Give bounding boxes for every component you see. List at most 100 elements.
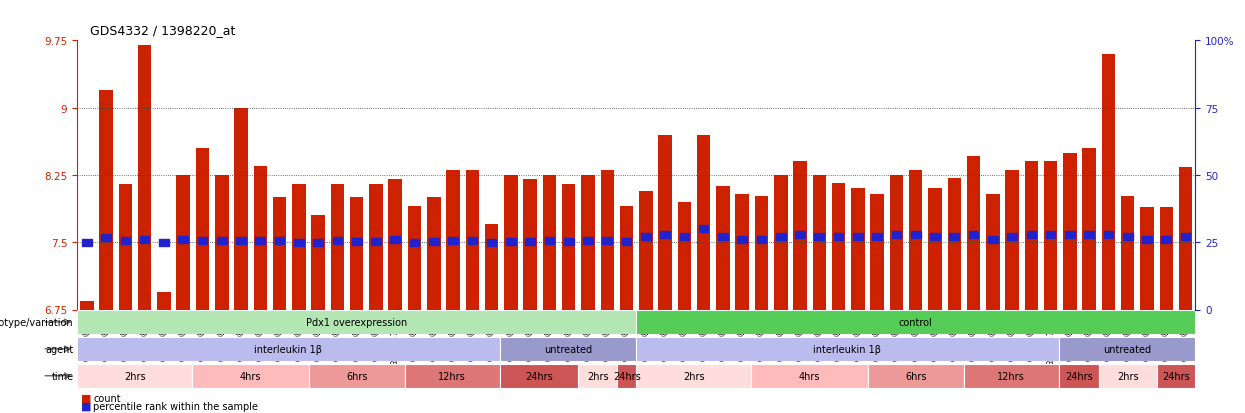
- Bar: [217, 237, 227, 244]
- Bar: [273, 198, 286, 310]
- Bar: [430, 238, 438, 245]
- Bar: [774, 176, 788, 310]
- Bar: [159, 239, 169, 246]
- Bar: [1180, 234, 1190, 241]
- Text: 12hrs: 12hrs: [438, 371, 466, 381]
- Text: genotype/variation: genotype/variation: [0, 317, 73, 327]
- Bar: [1043, 162, 1057, 310]
- FancyBboxPatch shape: [1099, 364, 1157, 388]
- Text: percentile rank within the sample: percentile rank within the sample: [93, 401, 259, 411]
- Bar: [873, 234, 881, 241]
- Bar: [754, 197, 768, 310]
- FancyBboxPatch shape: [636, 364, 751, 388]
- Text: 24hrs: 24hrs: [613, 371, 641, 381]
- Text: 24hrs: 24hrs: [1163, 371, 1190, 381]
- Bar: [986, 195, 1000, 310]
- Bar: [698, 226, 708, 233]
- Bar: [716, 186, 730, 310]
- Bar: [543, 176, 557, 310]
- Text: 2hrs: 2hrs: [684, 371, 705, 381]
- Text: count: count: [93, 393, 121, 403]
- FancyBboxPatch shape: [77, 310, 636, 334]
- Text: interleukin 1β: interleukin 1β: [813, 344, 881, 354]
- Text: untreated: untreated: [1103, 344, 1152, 354]
- FancyBboxPatch shape: [578, 364, 618, 388]
- Bar: [564, 238, 574, 245]
- Bar: [198, 237, 208, 244]
- Bar: [776, 234, 786, 241]
- Bar: [331, 185, 344, 310]
- Bar: [1084, 231, 1094, 238]
- Bar: [1103, 231, 1113, 238]
- Bar: [621, 238, 631, 245]
- Bar: [275, 237, 284, 244]
- Bar: [294, 239, 304, 246]
- Bar: [178, 237, 188, 243]
- Bar: [80, 301, 93, 310]
- Bar: [1064, 231, 1074, 238]
- Bar: [853, 234, 863, 241]
- FancyBboxPatch shape: [751, 364, 868, 388]
- Bar: [603, 237, 613, 244]
- Bar: [967, 157, 980, 310]
- Bar: [680, 234, 690, 241]
- Text: 4hrs: 4hrs: [799, 371, 820, 381]
- Bar: [101, 235, 111, 242]
- Bar: [950, 234, 959, 241]
- Text: 4hrs: 4hrs: [240, 371, 261, 381]
- Bar: [1120, 197, 1134, 310]
- Bar: [737, 237, 747, 243]
- FancyBboxPatch shape: [77, 337, 499, 361]
- Bar: [525, 238, 535, 245]
- Bar: [1140, 208, 1154, 310]
- Bar: [388, 180, 402, 310]
- FancyBboxPatch shape: [1157, 364, 1195, 388]
- Bar: [757, 237, 767, 243]
- Text: Pdx1 overexpression: Pdx1 overexpression: [306, 317, 407, 327]
- Bar: [391, 237, 400, 243]
- Bar: [352, 238, 361, 245]
- Bar: [255, 237, 265, 244]
- Text: 2hrs: 2hrs: [1117, 371, 1139, 381]
- Text: 6hrs: 6hrs: [346, 371, 367, 381]
- Bar: [370, 185, 382, 310]
- Bar: [234, 108, 248, 310]
- Bar: [468, 237, 477, 244]
- Bar: [523, 180, 537, 310]
- FancyBboxPatch shape: [868, 364, 964, 388]
- Bar: [1025, 162, 1038, 310]
- Bar: [870, 195, 884, 310]
- FancyBboxPatch shape: [636, 310, 1195, 334]
- FancyBboxPatch shape: [618, 364, 636, 388]
- Bar: [1082, 149, 1096, 310]
- Text: agent: agent: [45, 344, 73, 354]
- Bar: [1005, 170, 1018, 310]
- Bar: [718, 234, 728, 241]
- Bar: [427, 198, 441, 310]
- Bar: [314, 239, 322, 246]
- Bar: [1179, 168, 1193, 310]
- Bar: [1162, 237, 1172, 243]
- Bar: [659, 135, 672, 310]
- Bar: [641, 234, 651, 241]
- Bar: [100, 90, 113, 310]
- Bar: [484, 225, 498, 310]
- Bar: [909, 170, 923, 310]
- Bar: [446, 171, 459, 310]
- Bar: [1159, 208, 1173, 310]
- Text: control: control: [899, 317, 933, 327]
- Bar: [834, 234, 843, 241]
- Bar: [505, 238, 515, 245]
- Bar: [796, 231, 804, 238]
- Bar: [215, 176, 229, 310]
- Text: 2hrs: 2hrs: [586, 371, 609, 381]
- Bar: [814, 234, 824, 241]
- Bar: [1046, 231, 1056, 238]
- Bar: [410, 239, 420, 246]
- Text: time: time: [51, 371, 73, 381]
- Bar: [581, 176, 595, 310]
- Bar: [930, 234, 940, 241]
- Bar: [332, 237, 342, 244]
- Bar: [736, 195, 749, 310]
- FancyBboxPatch shape: [192, 364, 309, 388]
